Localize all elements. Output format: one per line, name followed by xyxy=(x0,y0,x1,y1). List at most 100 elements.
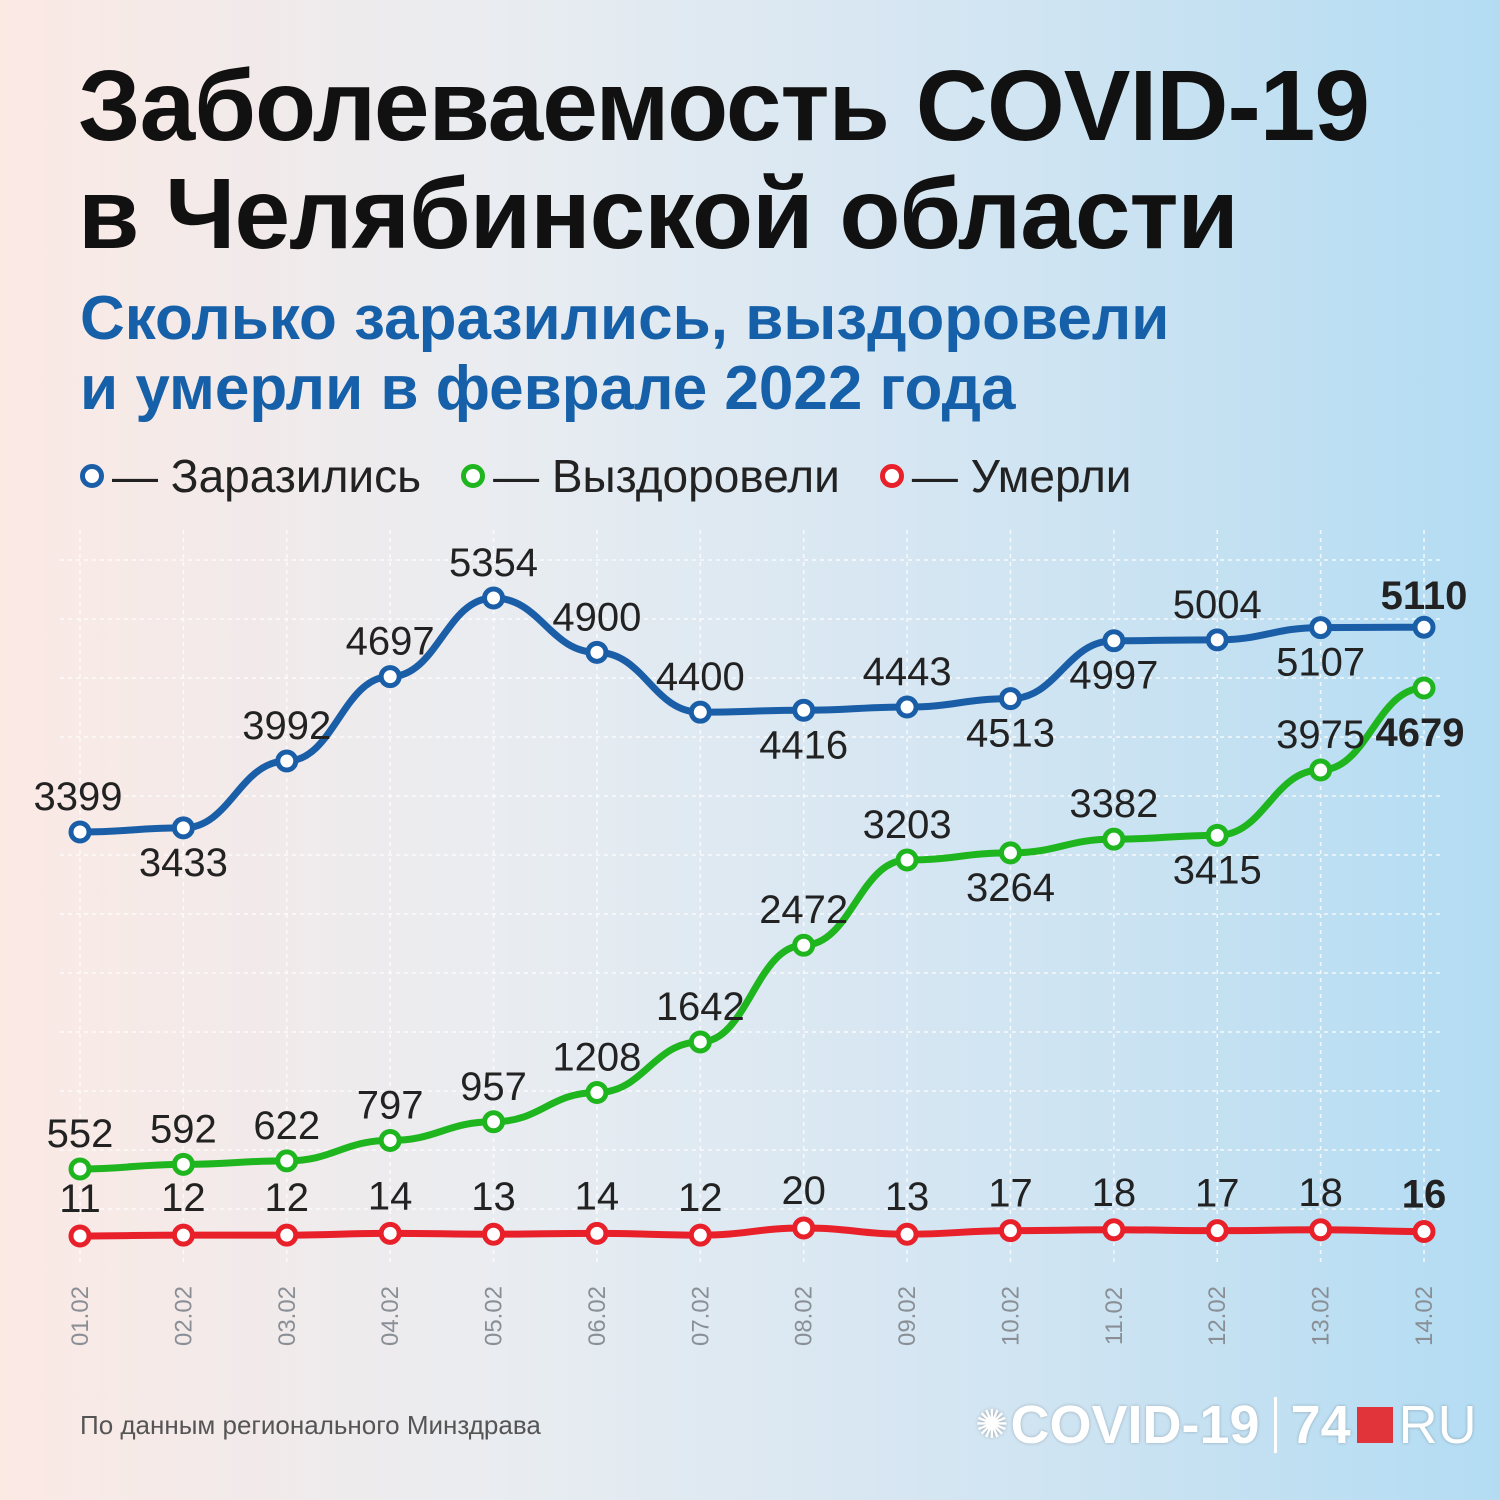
legend-item-deaths: — Умерли xyxy=(879,449,1132,503)
x-tick-label: 13.02 xyxy=(1308,1286,1335,1346)
data-label-infected: 3433 xyxy=(139,841,228,885)
data-label-deaths: 12 xyxy=(265,1176,310,1220)
data-label-recovered: 3203 xyxy=(863,803,952,847)
data-label-infected: 5004 xyxy=(1173,583,1262,627)
data-point-deaths xyxy=(275,1223,299,1247)
x-tick-label: 14.02 xyxy=(1411,1286,1438,1346)
data-point-deaths xyxy=(482,1222,506,1246)
logo-square-icon xyxy=(1356,1407,1393,1443)
data-point-recovered xyxy=(1205,823,1229,847)
legend-label-recovered: — Выздоровели xyxy=(493,450,840,502)
legend-marker-infected xyxy=(80,464,104,488)
data-label-recovered: 4679 xyxy=(1376,711,1465,755)
data-point-infected xyxy=(171,816,195,840)
data-point-infected xyxy=(1412,615,1436,639)
legend-marker-deaths xyxy=(879,464,904,488)
data-point-deaths xyxy=(1412,1220,1436,1244)
x-tick-label: 06.02 xyxy=(584,1286,611,1346)
data-point-deaths xyxy=(1309,1218,1333,1242)
data-label-infected: 4697 xyxy=(346,620,435,664)
data-label-recovered: 957 xyxy=(460,1065,527,1109)
x-tick-label: 12.02 xyxy=(1204,1286,1231,1346)
data-point-infected xyxy=(688,700,712,724)
logo-divider xyxy=(1273,1397,1277,1453)
data-label-deaths: 13 xyxy=(471,1175,516,1219)
x-tick-label: 02.02 xyxy=(170,1286,197,1346)
data-point-deaths xyxy=(585,1221,609,1245)
x-tick-label: 03.02 xyxy=(274,1286,301,1346)
data-point-deaths xyxy=(792,1216,816,1240)
x-tick-label: 10.02 xyxy=(997,1286,1024,1346)
data-label-recovered: 2472 xyxy=(759,888,848,932)
data-point-infected xyxy=(275,749,299,773)
virus-icon: ✺ xyxy=(975,1403,1009,1447)
data-point-recovered xyxy=(1102,827,1126,851)
data-label-deaths: 11 xyxy=(59,1177,101,1221)
data-point-infected xyxy=(482,586,506,610)
subtitle-line-2: и умерли в феврале 2022 года xyxy=(80,354,1016,423)
data-label-deaths: 17 xyxy=(1195,1172,1240,1216)
data-point-deaths xyxy=(998,1219,1022,1243)
data-point-infected xyxy=(1102,629,1126,653)
data-label-recovered: 797 xyxy=(357,1083,424,1127)
data-label-infected: 3992 xyxy=(242,704,331,748)
data-point-deaths xyxy=(1205,1219,1229,1243)
chart-points xyxy=(68,586,1436,1248)
data-point-infected xyxy=(585,640,609,664)
data-point-recovered xyxy=(1309,758,1333,782)
x-tick-label: 09.02 xyxy=(894,1286,921,1346)
data-label-deaths: 20 xyxy=(781,1169,826,1213)
data-label-recovered: 3415 xyxy=(1173,848,1262,892)
subtitle-line-1: Сколько заразились, выздоровели xyxy=(80,284,1170,353)
data-label-infected: 4900 xyxy=(552,595,641,639)
legend-marker-recovered xyxy=(461,464,486,488)
data-label-deaths: 12 xyxy=(161,1176,206,1220)
data-label-infected: 4443 xyxy=(863,650,952,694)
series-line-deaths xyxy=(76,1224,1428,1240)
data-point-infected xyxy=(1205,628,1229,652)
data-label-infected: 4416 xyxy=(759,723,848,767)
data-point-recovered xyxy=(275,1149,299,1173)
data-point-recovered xyxy=(68,1157,92,1181)
data-label-infected: 5110 xyxy=(1381,574,1468,618)
data-point-deaths xyxy=(378,1221,402,1245)
data-label-recovered: 552 xyxy=(47,1112,114,1156)
data-point-infected xyxy=(998,687,1022,711)
chart-subtitle: Сколько заразились, выздоровели и умерли… xyxy=(80,284,1480,424)
data-point-deaths xyxy=(171,1223,195,1247)
chart-title: Заболеваемость COVID-19 в Челябинской об… xyxy=(78,52,1478,268)
x-tick-label: 04.02 xyxy=(377,1286,404,1346)
title-line-1: Заболеваемость COVID-19 xyxy=(78,50,1370,162)
data-point-recovered xyxy=(792,933,816,957)
data-label-deaths: 17 xyxy=(988,1172,1033,1216)
x-tick-label: 05.02 xyxy=(481,1286,508,1346)
data-label-recovered: 3975 xyxy=(1276,713,1365,757)
data-point-infected xyxy=(792,698,816,722)
x-tick-label: 08.02 xyxy=(791,1286,818,1346)
x-tick-label: 11.02 xyxy=(1101,1287,1128,1345)
data-label-infected: 4997 xyxy=(1069,654,1158,698)
data-point-infected xyxy=(68,820,92,844)
logo: ✺ COVID-19 74 RU xyxy=(975,1390,1477,1460)
x-tick-label: 01.02 xyxy=(67,1286,94,1346)
data-label-infected: 5354 xyxy=(449,541,538,585)
data-label-recovered: 1642 xyxy=(656,985,745,1029)
data-point-recovered xyxy=(378,1128,402,1152)
data-label-deaths: 16 xyxy=(1402,1173,1447,1217)
data-point-recovered xyxy=(1412,676,1436,700)
logo-covid-text: COVID-19 xyxy=(1010,1395,1260,1455)
data-label-deaths: 18 xyxy=(1298,1171,1343,1215)
data-point-recovered xyxy=(585,1081,609,1105)
data-label-infected: 3399 xyxy=(34,775,123,819)
legend: — Заразились — Выздоровели — Умерли xyxy=(80,448,1172,504)
data-label-deaths: 14 xyxy=(368,1174,413,1218)
data-label-infected: 4513 xyxy=(966,712,1055,756)
data-point-deaths xyxy=(1102,1218,1126,1242)
data-point-infected xyxy=(895,695,919,719)
data-label-infected: 4400 xyxy=(656,655,745,699)
data-label-recovered: 622 xyxy=(253,1104,320,1148)
data-label-recovered: 3264 xyxy=(966,866,1055,910)
data-label-deaths: 12 xyxy=(678,1176,723,1220)
data-point-recovered xyxy=(895,848,919,872)
